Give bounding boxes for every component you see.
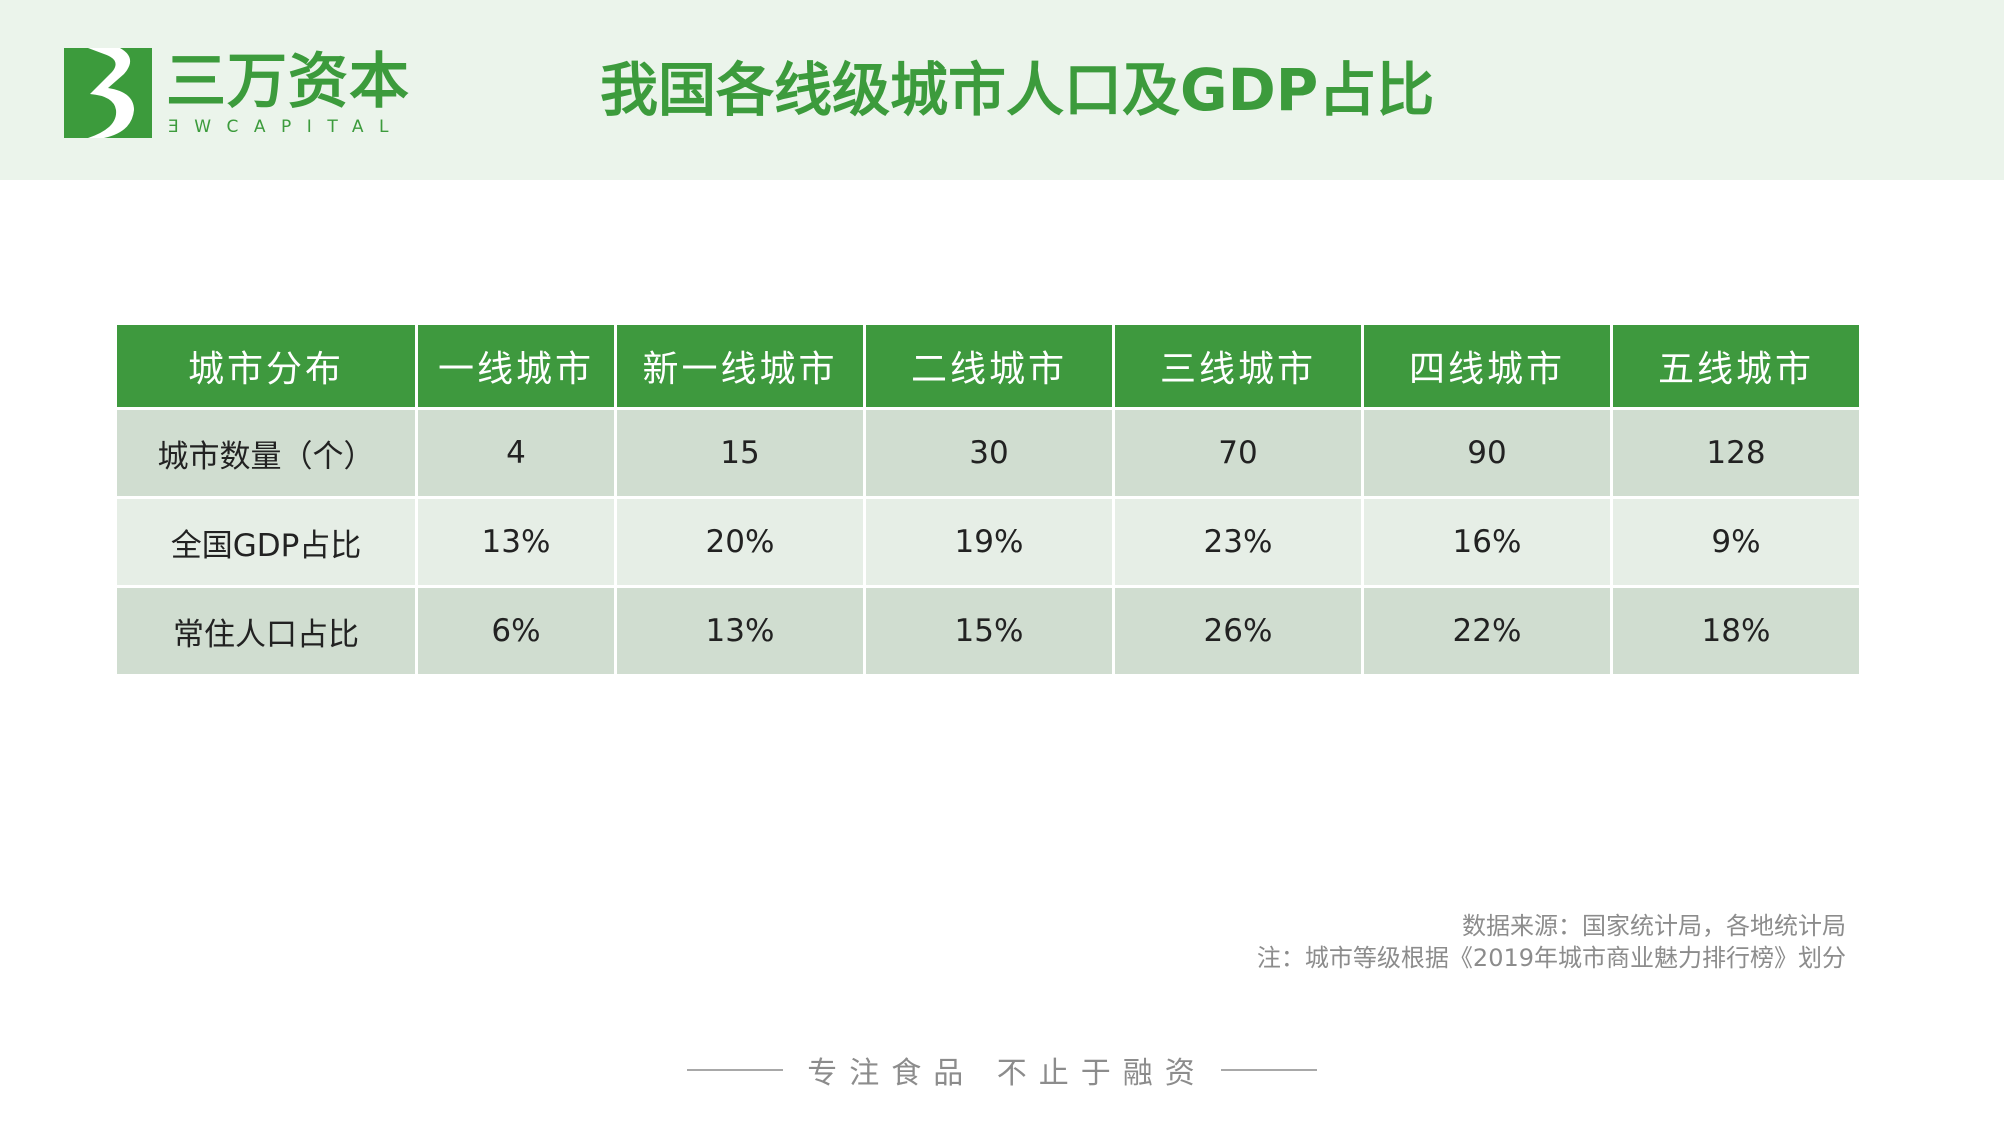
brand-name: 三万资本 (166, 47, 410, 117)
city-tier-table-container: 城市分布 一线城市 新一线城市 二线城市 三线城市 四线城市 五线城市 城市数量… (114, 322, 1859, 677)
table-cell: 4 (418, 410, 614, 496)
table-cell: 6% (418, 588, 614, 674)
data-source-text: 数据来源：国家统计局，各地统计局 (1462, 912, 1846, 940)
table-cell: 23% (1115, 499, 1361, 585)
table-cell: 18% (1613, 588, 1859, 674)
header-cell-new-tier-1: 新一线城市 (617, 325, 863, 407)
source-notes: 数据来源：国家统计局，各地统计局 注：城市等级根据《2019年城市商业魅力排行榜… (1257, 910, 1846, 974)
table-cell: 22% (1364, 588, 1610, 674)
header-cell-tier-3: 三线城市 (1115, 325, 1361, 407)
header-cell-tier-4: 四线城市 (1364, 325, 1610, 407)
table-cell: 19% (866, 499, 1112, 585)
header-band: 三万资本 ƎWCAPITAL 我国各线级城市人口及GDP占比 (0, 0, 2004, 180)
remark-text: 注：城市等级根据《2019年城市商业魅力排行榜》划分 (1256, 944, 1846, 972)
table-cell: 15 (617, 410, 863, 496)
table-cell: 13% (418, 499, 614, 585)
table-cell: 70 (1115, 410, 1361, 496)
brand-subtitle: ƎWCAPITAL (168, 117, 404, 137)
table-cell: 30 (866, 410, 1112, 496)
header-cell-tier-5: 五线城市 (1613, 325, 1859, 407)
table-header-row: 城市分布 一线城市 新一线城市 二线城市 三线城市 四线城市 五线城市 (117, 325, 1859, 407)
table-cell: 16% (1364, 499, 1610, 585)
table-cell: 15% (866, 588, 1112, 674)
header-cell-city-distribution: 城市分布 (117, 325, 415, 407)
footer-slogan: 专注食品 不止于融资 (807, 1056, 1207, 1091)
header-cell-tier-2: 二线城市 (866, 325, 1112, 407)
table-cell: 13% (617, 588, 863, 674)
3w-capital-logo-icon (64, 48, 152, 138)
table-cell: 9% (1613, 499, 1859, 585)
table-cell: 90 (1364, 410, 1610, 496)
table-row-city-count: 城市数量（个） 4 15 30 70 90 128 (117, 410, 1859, 496)
table-cell: 20% (617, 499, 863, 585)
table-cell: 26% (1115, 588, 1361, 674)
page-title: 我国各线级城市人口及GDP占比 (600, 56, 1435, 124)
table-row-gdp-share: 全国GDP占比 13% 20% 19% 23% 16% 9% (117, 499, 1859, 585)
table-row-population-share: 常住人口占比 6% 13% 15% 26% 22% 18% (117, 588, 1859, 674)
footer-divider-right (1220, 1069, 1317, 1071)
row-label: 城市数量（个） (117, 410, 415, 496)
brand-logo: 三万资本 ƎWCAPITAL (64, 48, 409, 142)
header-cell-tier-1: 一线城市 (418, 325, 614, 407)
row-label: 全国GDP占比 (117, 499, 415, 585)
table-cell: 128 (1613, 410, 1859, 496)
footer-divider-left (687, 1069, 784, 1071)
footer: 专注食品 不止于融资 (0, 1048, 2004, 1092)
city-tier-table: 城市分布 一线城市 新一线城市 二线城市 三线城市 四线城市 五线城市 城市数量… (114, 322, 1862, 677)
row-label: 常住人口占比 (117, 588, 415, 674)
